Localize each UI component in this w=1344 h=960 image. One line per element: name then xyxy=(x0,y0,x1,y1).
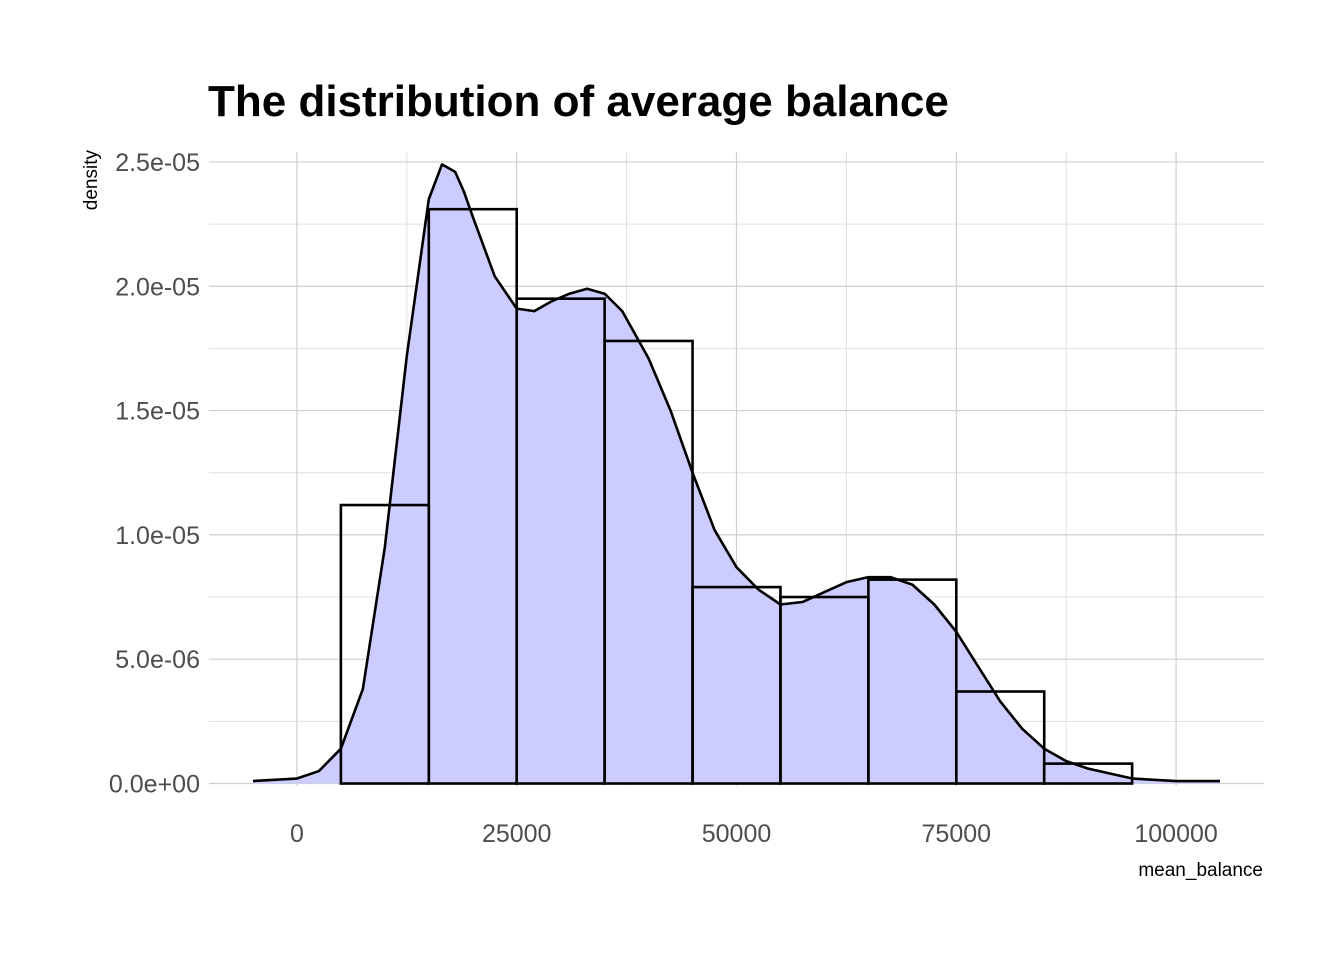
y-tick-label: 0.0e+00 xyxy=(109,771,200,799)
y-axis-tick-labels: 0.0e+00 5.0e-06 1.0e-05 1.5e-05 2.0e-05 2.5e-… xyxy=(109,149,200,799)
y-tick-label: 1.5e-05 xyxy=(115,398,200,426)
density-area-layer xyxy=(252,164,1221,784)
x-tick-label: 100000 xyxy=(1134,820,1217,848)
x-tick-label: 25000 xyxy=(482,820,552,848)
x-tick-label: 75000 xyxy=(922,820,992,848)
y-tick-label: 5.0e-06 xyxy=(115,646,200,674)
histogram-bars xyxy=(339,207,1134,785)
y-tick-label: 2.5e-05 xyxy=(115,149,200,177)
x-axis-title: mean_balance xyxy=(1138,860,1263,881)
histogram-bar xyxy=(1042,762,1134,785)
chart-title: The distribution of average balance xyxy=(208,77,949,126)
x-axis-tick-labels: 0 25000 50000 75000 100000 xyxy=(290,820,1218,848)
histogram-bar xyxy=(603,339,694,785)
histogram-bar xyxy=(867,578,958,785)
histogram-bar xyxy=(954,690,1046,785)
y-tick-label: 2.0e-05 xyxy=(115,273,200,301)
y-axis-title: density xyxy=(81,150,102,211)
density-area xyxy=(252,164,1221,784)
density-line-layer xyxy=(252,163,1221,783)
y-tick-label: 1.0e-05 xyxy=(115,522,200,550)
x-tick-label: 0 xyxy=(290,820,304,848)
density-curve xyxy=(252,163,1221,783)
x-tick-label: 50000 xyxy=(702,820,772,848)
